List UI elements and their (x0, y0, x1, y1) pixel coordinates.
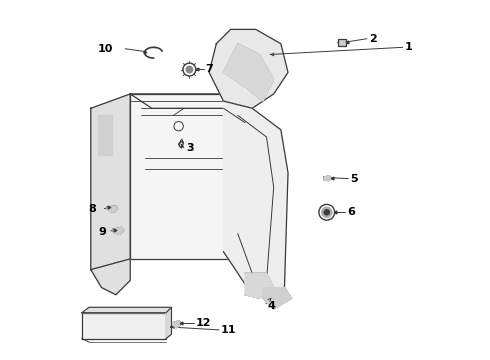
Polygon shape (172, 320, 181, 328)
Polygon shape (91, 259, 130, 295)
Text: 8: 8 (88, 204, 96, 214)
Polygon shape (166, 307, 172, 338)
Circle shape (322, 207, 332, 217)
Polygon shape (324, 176, 332, 181)
Polygon shape (130, 94, 248, 108)
Polygon shape (82, 313, 166, 338)
Text: 4: 4 (267, 301, 275, 311)
Text: 3: 3 (186, 143, 194, 153)
Text: 9: 9 (98, 227, 106, 237)
Polygon shape (98, 116, 112, 155)
Text: 1: 1 (405, 42, 412, 52)
Text: 11: 11 (220, 325, 236, 335)
Text: 12: 12 (196, 319, 211, 328)
Polygon shape (223, 44, 274, 101)
Polygon shape (107, 206, 118, 212)
Polygon shape (223, 101, 288, 298)
Text: 2: 2 (368, 34, 376, 44)
Text: 10: 10 (98, 44, 113, 54)
Text: 6: 6 (347, 207, 355, 217)
Polygon shape (209, 30, 288, 108)
Polygon shape (245, 273, 274, 298)
Circle shape (186, 66, 193, 73)
Polygon shape (130, 94, 248, 259)
Text: 7: 7 (205, 64, 213, 74)
Text: 5: 5 (350, 174, 358, 184)
FancyBboxPatch shape (338, 39, 346, 45)
Circle shape (324, 210, 329, 215)
Polygon shape (263, 288, 292, 309)
Polygon shape (113, 227, 124, 234)
Polygon shape (91, 94, 130, 270)
Polygon shape (82, 307, 172, 313)
